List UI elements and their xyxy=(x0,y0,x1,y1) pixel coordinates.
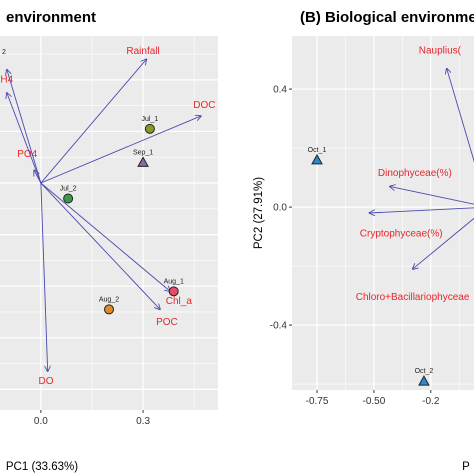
vector-label-nauplius: Nauplius( xyxy=(419,46,462,57)
vector-arrow-h4 xyxy=(7,93,42,184)
vector-arrow-rainfall xyxy=(40,59,147,184)
vector-arrow-cryptophyceae xyxy=(369,207,474,213)
point-aug-2 xyxy=(104,304,114,315)
point-label-aug-1: Aug_1 xyxy=(164,278,184,285)
vector-arrow-do xyxy=(40,183,48,371)
point-oct-2 xyxy=(418,375,430,386)
panel-b-vectors: Nauplius( Dinophyceae(%) Cryptophyceae(%) C… xyxy=(356,46,474,303)
vector-arrow-chl-a xyxy=(40,182,170,291)
point-aug-1 xyxy=(168,286,179,297)
vector-label-dinophyceae: Dinophyceae(%) xyxy=(378,168,452,179)
panel-b-points: Oct_1 Oct_2 xyxy=(308,147,434,386)
point-label-aug-2: Aug_2 xyxy=(99,296,119,303)
x-tick-label: 0.0 xyxy=(34,416,48,427)
vector-label-doc: DOC xyxy=(193,100,215,111)
vector-arrow-poc xyxy=(40,182,160,309)
panel-a-background xyxy=(0,36,218,410)
point-label-oct-1: Oct_1 xyxy=(308,147,327,154)
vector-arrow-nauplius xyxy=(447,68,474,163)
point-label-oct-2: Oct_2 xyxy=(415,368,434,375)
panel-a-title: environment xyxy=(6,9,96,26)
vector-arrow-unnamed xyxy=(7,70,42,184)
point-label-sep-1: Sep_1 xyxy=(133,149,153,156)
y-tick-label: 0.4 xyxy=(273,85,287,96)
point-jul-1 xyxy=(144,123,155,134)
x-tick-label: 0.3 xyxy=(136,416,150,427)
vector-label-chloro-bacillariophyceae: Chloro+Bacillariophyceae xyxy=(356,292,470,303)
x-tick-label: -0.75 xyxy=(306,396,329,407)
panel-a-x-axis-label: PC1 (33.63%) xyxy=(6,461,78,473)
label-fragment: 2 xyxy=(2,49,6,56)
x-tick-label: -0.2 xyxy=(422,396,440,407)
x-tick-label: -0.50 xyxy=(363,396,386,407)
vector-arrow-doc xyxy=(40,116,201,184)
panel-b-y-axis-label: PC2 (27.91%) xyxy=(253,177,265,249)
point-oct-1 xyxy=(311,153,323,165)
vector-label-do: DO xyxy=(38,376,53,387)
panel-b-x-axis-label: P xyxy=(462,461,470,473)
point-sep-1 xyxy=(137,156,149,167)
panel-a-grid xyxy=(0,36,218,410)
vector-label-rainfall: Rainfall xyxy=(126,46,159,57)
y-tick-label: 0.0 xyxy=(273,203,287,214)
vector-label-h4: H4 xyxy=(0,74,13,85)
vector-label-chl-a: Chl_a xyxy=(166,296,193,307)
vector-label-po4: PO4 xyxy=(17,149,37,160)
point-label-jul-1: Jul_1 xyxy=(142,116,159,123)
vector-label-poc: POC xyxy=(156,317,178,328)
panel-a-x-ticks: 0.0 0.3 xyxy=(34,410,150,427)
panel-b-x-ticks: -0.75 -0.50 -0.2 xyxy=(306,390,440,407)
vector-arrow-dinophyceae xyxy=(390,186,474,205)
panel-b: Nauplius( Dinophyceae(%) Cryptophyceae(%) C… xyxy=(253,9,474,473)
panel-a-vectors: Rainfall DOC Chl_a POC DO PO4 H4 xyxy=(0,46,215,387)
point-jul-2 xyxy=(63,193,74,204)
point-label-jul-2: Jul_2 xyxy=(60,185,77,192)
y-tick-label: -0.4 xyxy=(270,321,288,332)
panel-a-points: Jul_1 Sep_1 Jul_2 Aug_1 Aug_2 2 xyxy=(2,49,184,315)
panel-b-y-ticks: 0.4 0.0 -0.4 xyxy=(270,85,292,332)
vector-label-cryptophyceae: Cryptophyceae(%) xyxy=(360,229,443,240)
panel-b-background xyxy=(292,36,474,390)
panel-b-title: (B) Biological environme xyxy=(300,9,474,26)
vector-arrow-chloro-bacillariophyceae xyxy=(413,217,474,269)
